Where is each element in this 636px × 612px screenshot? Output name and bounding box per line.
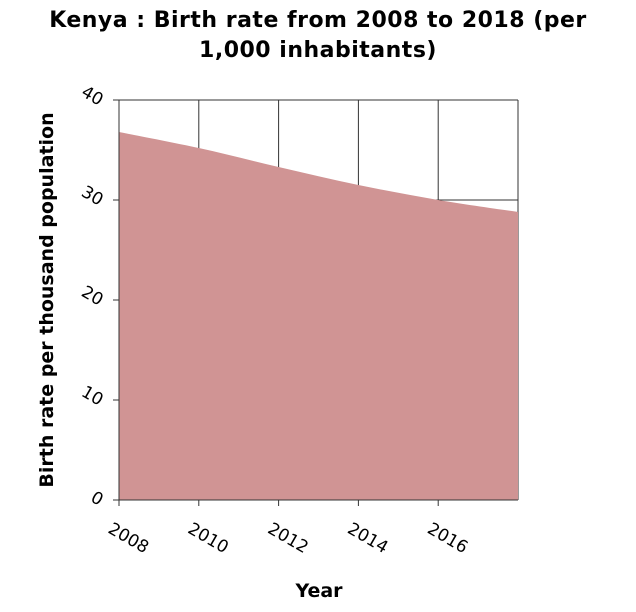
chart-title-line-2: 1,000 inhabitants) xyxy=(199,38,437,63)
axes xyxy=(113,99,518,506)
x-tick-label: 2008 xyxy=(105,519,152,558)
y-tick-label: 30 xyxy=(78,182,107,210)
area-series xyxy=(119,132,518,500)
chart-title: Kenya : Birth rate from 2008 to 2018 (pe… xyxy=(0,6,636,66)
y-tick-label: 40 xyxy=(78,82,107,110)
x-axis-label: Year xyxy=(294,580,343,602)
x-tick-label: 2012 xyxy=(264,519,311,558)
x-tick-labels: 2008 2010 2012 2014 2016 xyxy=(105,519,472,558)
x-tick-label: 2014 xyxy=(344,519,391,558)
y-tick-label: 10 xyxy=(78,382,107,410)
y-tick-labels: 0 10 20 30 40 xyxy=(78,82,107,510)
x-tick-label: 2010 xyxy=(184,519,231,558)
chart-title-line-1: Kenya : Birth rate from 2008 to 2018 (pe… xyxy=(49,8,587,33)
y-tick-label: 0 xyxy=(87,488,106,511)
x-tick-label: 2016 xyxy=(424,519,471,558)
y-axis-label: Birth rate per thousand population xyxy=(36,112,58,487)
y-tick-label: 20 xyxy=(78,282,107,310)
